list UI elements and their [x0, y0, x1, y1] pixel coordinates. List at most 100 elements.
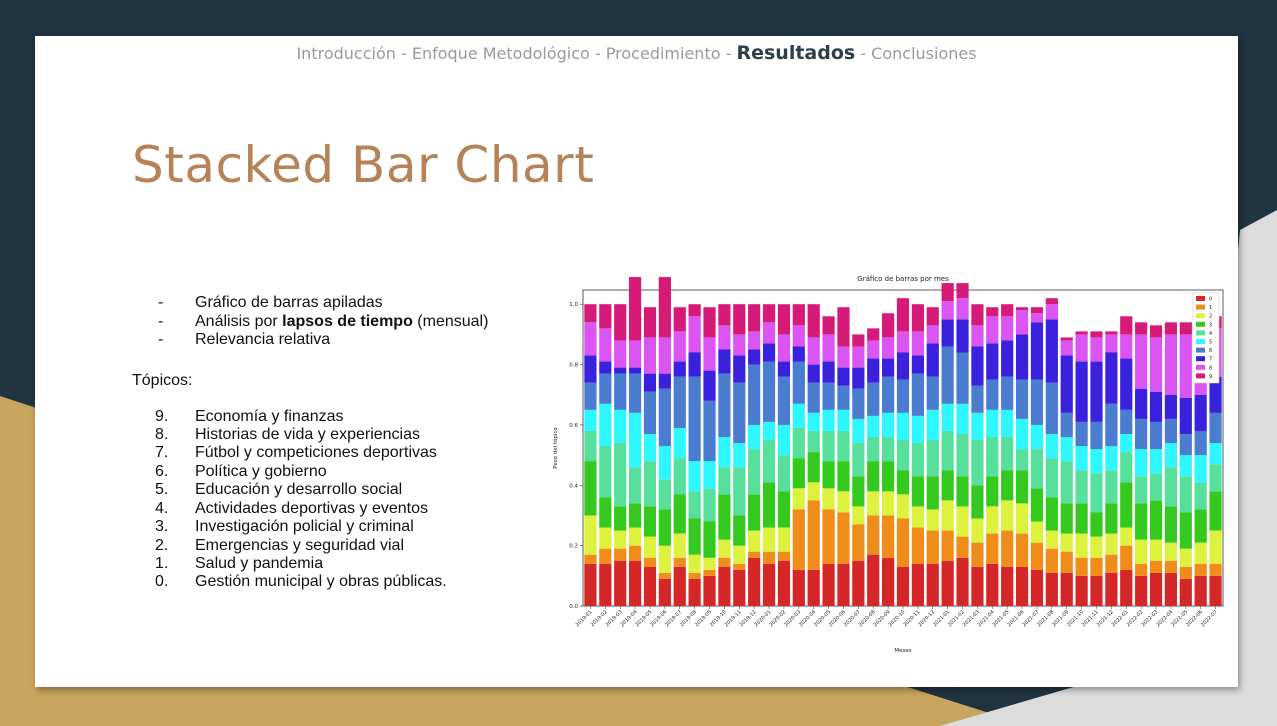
bar-segment-2 [882, 491, 895, 516]
bar-segment-2 [911, 506, 924, 528]
nav-conclusiones[interactable]: Conclusiones [871, 44, 977, 63]
legend-swatch [1196, 347, 1205, 353]
bar-segment-8 [1090, 337, 1103, 362]
bar-segment-9 [807, 304, 820, 338]
nav-enfoque-metodologico[interactable]: Enfoque Metodológico [411, 44, 590, 63]
bar-segment-6 [1120, 409, 1133, 434]
bar-segment-8 [1045, 304, 1058, 320]
bar-segment-0 [733, 569, 746, 606]
bar-segment-6 [941, 346, 954, 404]
bar-segment-2 [822, 488, 835, 510]
bar-segment-0 [673, 566, 686, 606]
bar-segment-3 [971, 485, 984, 519]
bar-segment-5 [837, 409, 850, 431]
bar-segment-5 [748, 424, 761, 450]
bar-segment-3 [1194, 509, 1207, 543]
bar-segment-4 [792, 427, 805, 459]
bar-segment-5 [986, 409, 999, 438]
legend-swatch [1196, 313, 1205, 319]
bar-segment-5 [703, 461, 716, 489]
bullet-marker: - [158, 331, 164, 348]
bar-segment-1 [762, 551, 776, 564]
bar-segment-4 [1164, 467, 1178, 507]
bar-segment-9 [1105, 331, 1118, 335]
bar-segment-9 [986, 307, 999, 317]
bar-segment-7 [837, 367, 850, 386]
bar-segment-8 [1164, 334, 1178, 395]
bar-segment-6 [1001, 376, 1014, 410]
bar-segment-7 [733, 355, 746, 383]
bar-segment-3 [1015, 470, 1029, 504]
legend-swatch [1196, 356, 1205, 362]
bar-segment-1 [1075, 557, 1088, 576]
bar-segment-3 [1030, 488, 1044, 522]
bar-segment-2 [1090, 536, 1103, 558]
bar-segment-3 [688, 518, 701, 555]
bar-segment-7 [628, 367, 642, 374]
bar-segment-1 [1209, 563, 1222, 576]
bar-segment-5 [1164, 443, 1178, 468]
bar-segment-0 [688, 578, 701, 606]
nav-resultados[interactable]: Resultados [736, 42, 856, 64]
bar-segment-4 [986, 437, 999, 477]
bar-segment-1 [1179, 566, 1192, 579]
legend-label: 6 [1209, 348, 1212, 354]
bar-segment-4 [941, 430, 954, 471]
bar-segment-8 [986, 316, 999, 344]
bar-segment-8 [1135, 334, 1148, 389]
bar-segment-6 [688, 376, 701, 462]
bar-segment-7 [1105, 352, 1118, 404]
x-tick-label: 2022-07 [1200, 609, 1219, 628]
bar-segment-8 [614, 340, 627, 368]
bar-segment-7 [1090, 361, 1103, 422]
stacked-bar-chart: Gráfico de barras por mes 0.0 0.2 0.4 0.6 0.8… [552, 275, 1224, 654]
bar-segment-9 [837, 307, 850, 347]
nav-introduccion[interactable]: Introducción [296, 44, 396, 63]
bar-segment-5 [1001, 409, 1014, 438]
bar-segment-0 [896, 566, 910, 606]
bar-segment-0 [658, 578, 671, 606]
bar-segment-7 [673, 361, 686, 377]
y-tick-label: 1.0 [569, 302, 578, 308]
bar-segment-5 [643, 433, 657, 462]
topic-number: 0. [155, 573, 169, 590]
nav-procedimiento[interactable]: Procedimiento [605, 44, 721, 63]
bar-segment-8 [762, 322, 776, 344]
bar-segment-0 [777, 560, 791, 606]
bar-segment-8 [599, 328, 612, 362]
bar-segment-5 [971, 412, 984, 441]
bar-segment-1 [867, 515, 880, 555]
bar-segment-7 [762, 343, 776, 362]
bar-segment-0 [852, 560, 865, 606]
bar-segment-7 [882, 358, 895, 377]
bar-segment-0 [807, 569, 820, 606]
bar-segment-8 [748, 331, 761, 350]
bar-segment-3 [1149, 500, 1163, 540]
bar-segment-5 [867, 415, 880, 438]
bar-segment-4 [688, 491, 701, 519]
bar-segment-8 [777, 334, 791, 362]
bar-segment-9 [1075, 331, 1088, 335]
bar-segment-2 [628, 527, 642, 546]
bar-segment-0 [1001, 566, 1014, 606]
bar-segment-0 [1194, 575, 1207, 606]
bar-segment-7 [1149, 391, 1163, 422]
bar-segment-6 [956, 352, 969, 404]
bar-segment-1 [703, 569, 716, 576]
bar-segment-0 [837, 563, 850, 606]
bar-segment-4 [599, 446, 612, 498]
bar-segment-0 [1209, 575, 1222, 606]
bar-segment-6 [926, 376, 939, 410]
bar-segment-8 [703, 337, 716, 371]
bar-segment-3 [673, 494, 686, 534]
topic-number: 5. [155, 481, 169, 498]
bar-segment-1 [673, 557, 686, 567]
bar-segment-2 [1164, 542, 1178, 561]
gray-band [940, 210, 1277, 726]
bar-segment-6 [1164, 418, 1178, 444]
legend-swatch [1196, 321, 1205, 327]
bar-segment-1 [733, 563, 746, 570]
bar-segment-2 [926, 509, 939, 531]
bar-segment-8 [1179, 334, 1192, 398]
bar-segment-2 [896, 494, 910, 519]
